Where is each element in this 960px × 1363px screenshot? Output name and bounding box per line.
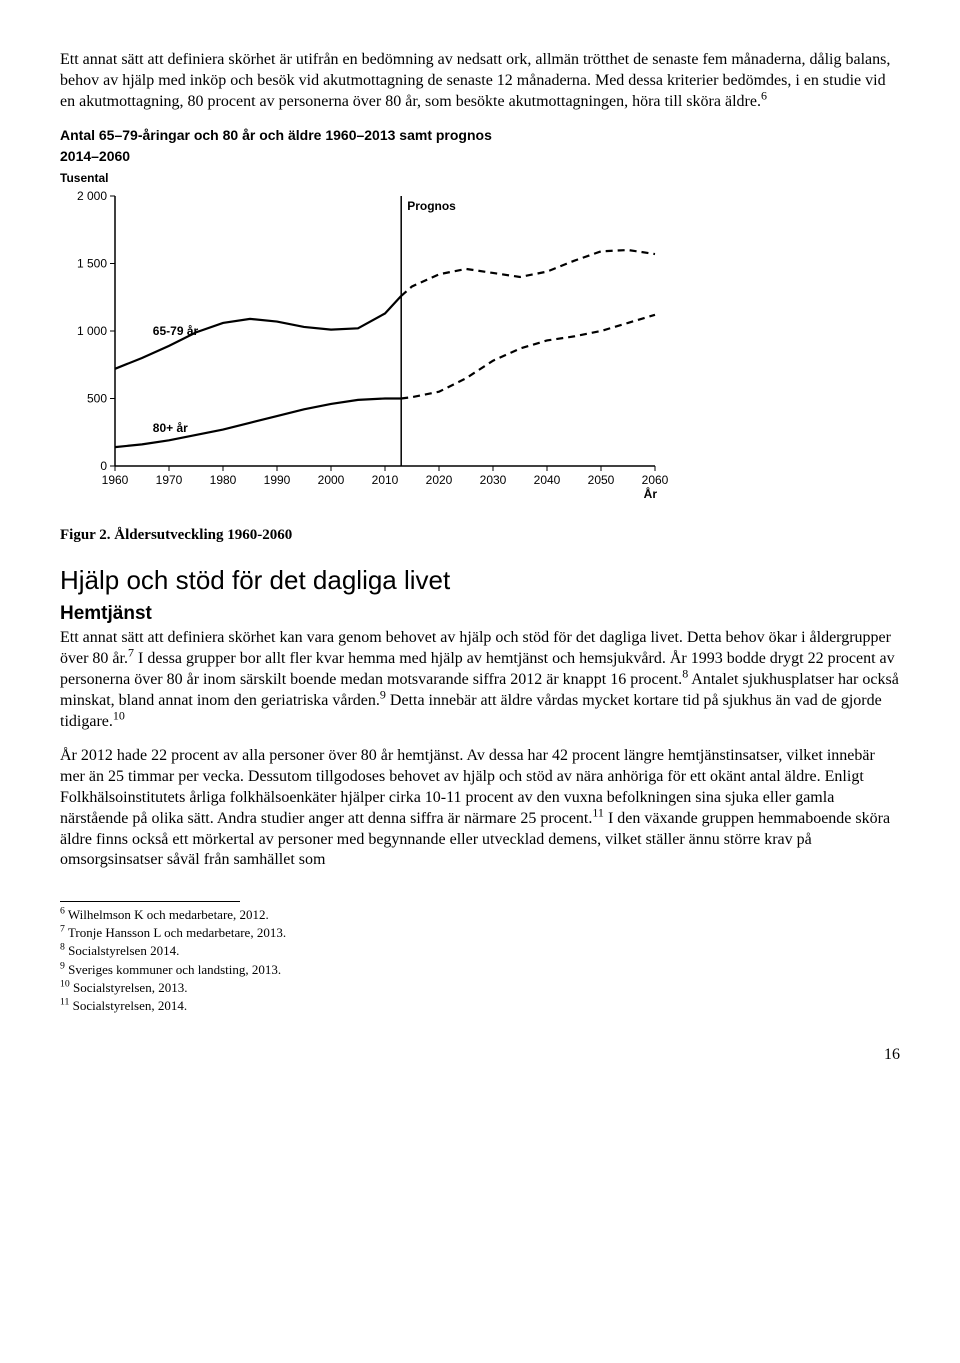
svg-text:1960: 1960 xyxy=(102,473,129,487)
footnote-separator xyxy=(60,901,240,902)
figure-caption: Figur 2. Åldersutveckling 1960-2060 xyxy=(60,526,900,546)
svg-text:500: 500 xyxy=(87,392,107,406)
footnotes: 6 Wilhelmson K och medarbetare, 2012.7 T… xyxy=(60,906,900,1015)
chart-y-unit: Tusental xyxy=(60,171,900,187)
svg-text:65-79 år: 65-79 år xyxy=(153,324,199,338)
paragraph-1: Ett annat sätt att definiera skörhet är … xyxy=(60,50,900,112)
svg-text:2060: 2060 xyxy=(642,473,669,487)
svg-text:1990: 1990 xyxy=(264,473,291,487)
svg-text:Prognos: Prognos xyxy=(407,199,456,213)
footnote-11: 11 Socialstyrelsen, 2014. xyxy=(60,997,900,1015)
page-number: 16 xyxy=(60,1045,900,1066)
footnote-ref-11: 11 xyxy=(592,805,604,819)
footnote-ref-10: 10 xyxy=(113,708,125,722)
section-heading: Hjälp och stöd för det dagliga livet xyxy=(60,564,900,598)
svg-text:2000: 2000 xyxy=(318,473,345,487)
chart-container: Antal 65–79-åringar och 80 år och äldre … xyxy=(60,126,900,516)
paragraph-2: Ett annat sätt att definiera skörhet kan… xyxy=(60,628,900,732)
footnote-8: 8 Socialstyrelsen 2014. xyxy=(60,942,900,960)
svg-text:0: 0 xyxy=(100,459,107,473)
svg-text:2010: 2010 xyxy=(372,473,399,487)
svg-text:2050: 2050 xyxy=(588,473,615,487)
footnote-ref-6: 6 xyxy=(761,88,767,102)
footnote-7: 7 Tronje Hansson L och medarbetare, 2013… xyxy=(60,924,900,942)
population-chart: 0 500 1 000 1 500 2 000 1960 1970 1980 1990 2000 2… xyxy=(60,186,680,516)
svg-text:2040: 2040 xyxy=(534,473,561,487)
paragraph-3: År 2012 hade 22 procent av alla personer… xyxy=(60,746,900,871)
svg-text:År: År xyxy=(644,486,658,501)
svg-text:2 000: 2 000 xyxy=(77,189,107,203)
footnote-9: 9 Sveriges kommuner och landsting, 2013. xyxy=(60,961,900,979)
chart-title-line2: 2014–2060 xyxy=(60,147,900,165)
footnote-10: 10 Socialstyrelsen, 2013. xyxy=(60,979,900,997)
svg-text:1980: 1980 xyxy=(210,473,237,487)
subsection-heading: Hemtjänst xyxy=(60,602,900,627)
chart-title-line1: Antal 65–79-åringar och 80 år och äldre … xyxy=(60,126,900,144)
svg-text:80+ år: 80+ år xyxy=(153,422,188,436)
svg-text:1 000: 1 000 xyxy=(77,324,107,338)
svg-text:2020: 2020 xyxy=(426,473,453,487)
svg-text:1 500: 1 500 xyxy=(77,257,107,271)
svg-text:2030: 2030 xyxy=(480,473,507,487)
footnote-6: 6 Wilhelmson K och medarbetare, 2012. xyxy=(60,906,900,924)
svg-text:1970: 1970 xyxy=(156,473,183,487)
